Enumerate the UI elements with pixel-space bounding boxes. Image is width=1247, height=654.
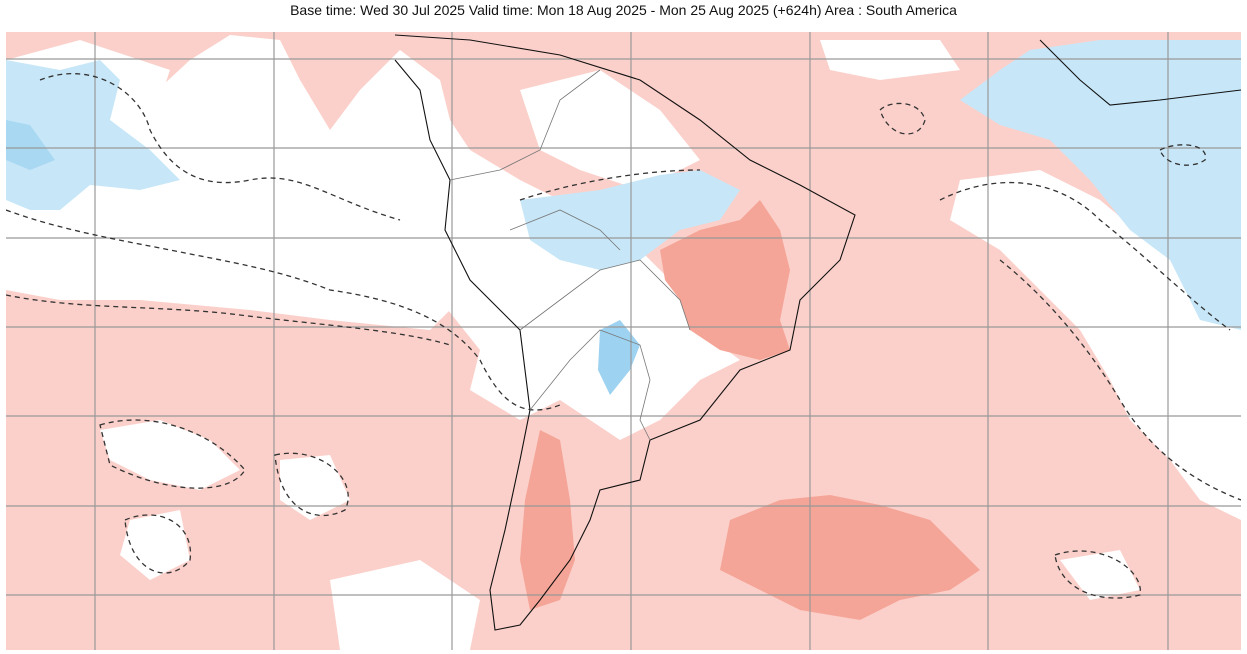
map-title: Base time: Wed 30 Jul 2025 Valid time: M…	[290, 2, 957, 18]
borders	[449, 69, 691, 441]
contours	[6, 73, 1241, 599]
graticule	[6, 32, 1241, 650]
coastlines	[394, 34, 1242, 631]
anomaly-field	[6, 32, 1241, 650]
